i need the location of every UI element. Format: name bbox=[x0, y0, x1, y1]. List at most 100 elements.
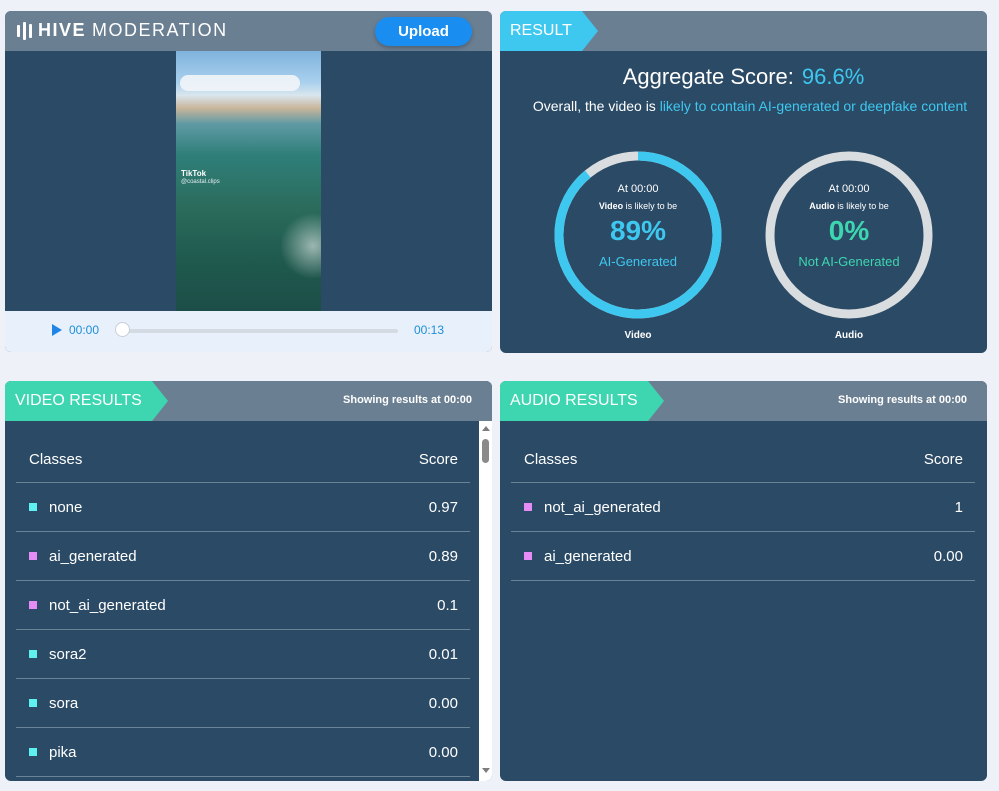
video-player-panel: HIVE MODERATION Upload TikTok @coastal.c… bbox=[5, 11, 492, 352]
class-name: ai_generated bbox=[544, 547, 632, 565]
video-foam-shape bbox=[281, 201, 321, 291]
class-name: not_ai_generated bbox=[544, 498, 661, 516]
audio-results-tag: AUDIO RESULTS bbox=[500, 381, 664, 421]
class-name: pika bbox=[49, 743, 77, 761]
audio-results-header: AUDIO RESULTS Showing results at 00:00 bbox=[500, 381, 987, 421]
tiktok-watermark: TikTok bbox=[181, 169, 207, 178]
class-name: not_ai_generated bbox=[49, 596, 166, 614]
table-header: Classes Score bbox=[16, 437, 470, 483]
class-score: 1 bbox=[954, 498, 963, 516]
scroll-up-icon[interactable] bbox=[482, 426, 490, 431]
tiktok-handle: @coastal.clips bbox=[181, 179, 220, 185]
audio-gauge-label: Not AI-Generated bbox=[798, 254, 900, 269]
video-gauge-arc bbox=[554, 151, 722, 319]
video-gauge-label: AI-Generated bbox=[598, 254, 678, 269]
video-gauge-likely: Video is likely to be bbox=[598, 201, 678, 211]
seek-knob[interactable] bbox=[115, 322, 130, 337]
audio-gauge-time: At 00:00 bbox=[828, 183, 870, 195]
class-cell: pika bbox=[29, 744, 77, 761]
video-results-tag: VIDEO RESULTS bbox=[5, 381, 168, 421]
audio-results-table: Classes Score not_ai_generated 1 ai_genera… bbox=[511, 437, 975, 581]
scroll-down-icon[interactable] bbox=[482, 768, 490, 773]
duration: 00:13 bbox=[414, 323, 445, 337]
audio-showing-text: Showing results at 00:00 bbox=[838, 394, 967, 406]
audio-gauge: At 00:00 Audio is likely to be 0% Not AI… bbox=[763, 149, 935, 321]
overall-highlight: likely to contain AI-generated or deepfa… bbox=[659, 98, 968, 114]
logo-text-light: MODERATION bbox=[92, 20, 228, 40]
audio-gauge-percent: 0% bbox=[828, 215, 870, 246]
table-row: not_ai_generated 1 bbox=[511, 483, 975, 532]
col-classes: Classes bbox=[524, 451, 578, 468]
audio-gauge-ring bbox=[765, 151, 933, 319]
video-results-table: Classes Score none 0.97 ai_generated 0.89 no… bbox=[16, 437, 470, 777]
scroll-thumb[interactable] bbox=[482, 439, 489, 463]
class-score: 0.97 bbox=[428, 498, 458, 516]
class-cell: sora bbox=[29, 695, 78, 712]
table-row: none 0.97 bbox=[16, 483, 470, 532]
overall-summary: Overall, the video is likely to contain … bbox=[515, 95, 985, 117]
table-header: Classes Score bbox=[511, 437, 975, 483]
video-cloud-shape bbox=[180, 75, 300, 91]
result-tag: RESULT bbox=[500, 11, 598, 51]
audio-gauge-caption: Audio bbox=[834, 330, 864, 341]
class-name: none bbox=[49, 498, 83, 516]
video-showing-text: Showing results at 00:00 bbox=[343, 394, 472, 406]
class-cell: none bbox=[29, 499, 82, 516]
audio-gauge-likely: Audio is likely to be bbox=[809, 201, 889, 211]
class-cell: sora2 bbox=[29, 646, 87, 663]
video-gauge: At 00:00 Video is likely to be 89% AI-Ge… bbox=[552, 149, 724, 321]
class-score: 0.01 bbox=[428, 645, 458, 663]
class-cell: ai_generated bbox=[29, 548, 137, 565]
class-color-icon bbox=[29, 748, 37, 756]
class-score: 0.1 bbox=[437, 596, 458, 614]
upload-button[interactable]: Upload bbox=[375, 17, 472, 46]
video-results-panel: VIDEO RESULTS Showing results at 00:00 C… bbox=[5, 381, 492, 781]
class-color-icon bbox=[524, 503, 532, 511]
video-results-scrollbar[interactable] bbox=[479, 421, 492, 781]
col-score: Score bbox=[923, 451, 963, 468]
hive-logo[interactable]: HIVE MODERATION bbox=[17, 20, 228, 41]
class-score: 0.00 bbox=[933, 547, 963, 565]
result-panel: RESULT Aggregate Score: 96.6% Overall, th… bbox=[500, 11, 987, 353]
class-color-icon bbox=[29, 601, 37, 609]
logo-text-bold: HIVE bbox=[38, 20, 87, 40]
col-classes: Classes bbox=[29, 451, 83, 468]
player-header: HIVE MODERATION Upload bbox=[5, 11, 492, 51]
class-cell: not_ai_generated bbox=[29, 597, 166, 614]
play-icon[interactable] bbox=[52, 324, 62, 336]
table-row: ai_generated 0.00 bbox=[511, 532, 975, 581]
video-gauge-percent: 89% bbox=[609, 215, 667, 246]
col-score: Score bbox=[418, 451, 458, 468]
current-time: 00:00 bbox=[69, 323, 100, 337]
class-color-icon bbox=[29, 503, 37, 511]
class-cell: ai_generated bbox=[524, 548, 632, 565]
overall-prefix: Overall, the video is bbox=[532, 98, 660, 114]
video-area[interactable]: TikTok @coastal.clips bbox=[5, 51, 492, 311]
class-color-icon bbox=[524, 552, 532, 560]
class-color-icon bbox=[29, 552, 37, 560]
result-header: RESULT bbox=[500, 11, 987, 51]
class-score: 0.00 bbox=[428, 743, 458, 761]
class-color-icon bbox=[29, 650, 37, 658]
table-row: sora 0.00 bbox=[16, 679, 470, 728]
video-gauge-time: At 00:00 bbox=[617, 183, 659, 195]
video-results-header: VIDEO RESULTS Showing results at 00:00 bbox=[5, 381, 492, 421]
video-gauge-ring bbox=[554, 151, 722, 319]
class-cell: not_ai_generated bbox=[524, 499, 661, 516]
table-row: ai_generated 0.89 bbox=[16, 532, 470, 581]
table-row: not_ai_generated 0.1 bbox=[16, 581, 470, 630]
seek-bar[interactable] bbox=[122, 329, 398, 333]
hive-logo-icon bbox=[17, 21, 32, 41]
table-row: pika 0.00 bbox=[16, 728, 470, 777]
audio-results-panel: AUDIO RESULTS Showing results at 00:00 C… bbox=[500, 381, 987, 781]
class-name: ai_generated bbox=[49, 547, 137, 565]
video-gauge-caption: Video bbox=[624, 330, 652, 341]
video-frame[interactable]: TikTok @coastal.clips bbox=[176, 51, 321, 311]
aggregate-value: 96.6% bbox=[801, 64, 865, 89]
class-name: sora2 bbox=[49, 645, 87, 663]
aggregate-label: Aggregate Score: bbox=[622, 64, 794, 89]
class-color-icon bbox=[29, 699, 37, 707]
aggregate-score: Aggregate Score: 96.6% bbox=[500, 64, 987, 90]
player-controls: 00:00 00:13 bbox=[5, 311, 492, 352]
class-score: 0.00 bbox=[428, 694, 458, 712]
